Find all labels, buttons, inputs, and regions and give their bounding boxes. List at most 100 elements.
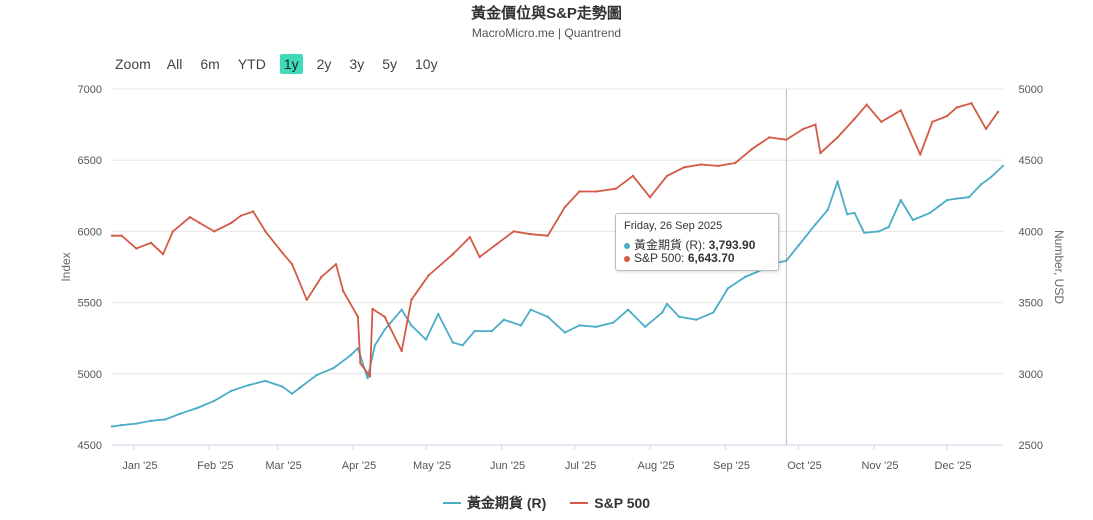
data-point-gold: [546, 315, 549, 318]
y-left-tick-label: 5500: [78, 298, 102, 310]
data-point-gold: [695, 318, 698, 321]
x-tick-label: Jun '25: [490, 460, 525, 472]
data-point-gold: [612, 321, 615, 324]
data-point-sp500: [512, 230, 515, 233]
data-point-gold: [519, 324, 523, 327]
range-button-all[interactable]: All: [166, 56, 183, 72]
range-button-10y[interactable]: 10y: [415, 56, 438, 72]
data-point-gold: [356, 347, 360, 350]
data-point-sp500: [230, 221, 233, 225]
x-tick-label: Jul '25: [565, 460, 596, 472]
range-button-6m[interactable]: 6m: [200, 56, 220, 72]
data-point-sp500: [135, 247, 138, 250]
data-point-sp500: [264, 230, 267, 233]
legend-sp500-swatch: [570, 502, 589, 504]
data-point-sp500: [239, 214, 243, 217]
data-point-sp500: [665, 174, 669, 178]
x-tick-label: Jan '25: [122, 460, 157, 472]
data-point-sp500: [931, 120, 934, 124]
data-point-gold: [247, 384, 250, 387]
x-tick-label: Mar '25: [265, 460, 301, 472]
range-button-3y[interactable]: 3y: [349, 56, 365, 72]
y-left-axis-title: Index: [59, 252, 73, 281]
data-point-sp500: [563, 206, 566, 209]
data-point-gold: [373, 344, 377, 347]
data-point-sp500: [785, 138, 788, 141]
data-point-gold: [349, 354, 352, 357]
data-point-gold: [473, 329, 476, 333]
data-point-sp500: [468, 235, 472, 239]
y-left-tick-label: 6500: [78, 155, 102, 167]
data-point-gold: [595, 325, 598, 328]
data-point-gold: [826, 208, 829, 212]
data-point-sp500: [495, 243, 498, 246]
data-point-gold: [281, 385, 284, 388]
data-point-sp500: [400, 349, 403, 353]
data-point-sp500: [320, 275, 323, 279]
data-point-sp500: [356, 315, 360, 318]
data-point-gold: [989, 176, 992, 179]
data-point-sp500: [546, 234, 549, 237]
data-point-sp500: [410, 298, 413, 301]
legend-item-sp500[interactable]: S&P 500: [570, 493, 650, 513]
legend-item-gold[interactable]: 黃金期貨 (R): [442, 493, 547, 513]
data-point-gold: [196, 406, 199, 410]
data-point-gold: [945, 198, 949, 202]
data-point-sp500: [648, 196, 652, 199]
data-point-gold: [797, 244, 800, 247]
data-point-gold: [665, 302, 669, 306]
data-point-gold: [383, 328, 386, 331]
data-point-gold: [967, 196, 971, 199]
data-point-sp500: [734, 161, 737, 165]
data-point-sp500: [198, 221, 201, 225]
chart-subtitle: MacroMicro.me | Quantrend: [471, 26, 622, 40]
x-tick-label: Apr '25: [342, 460, 377, 472]
data-point-gold: [899, 198, 902, 202]
tooltip-gold-value: 3,793.90: [708, 238, 756, 252]
y-left-tick-label: 7000: [78, 84, 102, 96]
x-tick-label: Sep '25: [713, 460, 750, 472]
data-point-gold: [461, 344, 464, 347]
range-button-ytd[interactable]: YTD: [237, 56, 266, 72]
data-point-gold: [290, 392, 294, 395]
data-point-gold: [911, 218, 915, 222]
range-selector: Zoom All 6m YTD 1y 2y 3y 5y 10y: [115, 54, 452, 74]
data-point-sp500: [814, 123, 817, 126]
data-point-sp500: [171, 230, 175, 233]
data-point-gold: [230, 389, 233, 393]
data-point-sp500: [451, 253, 454, 256]
tooltip-gold-label: 黃金期貨 (R):: [634, 238, 706, 252]
chart-title: 黃金價位與S&P走勢圖: [471, 5, 622, 22]
data-point-gold: [179, 412, 182, 415]
chart-tooltip: Friday, 26 Sep 2025 黃金期貨 (R): 3,793.90 S…: [615, 213, 779, 271]
data-point-sp500: [614, 187, 618, 190]
data-point-sp500: [188, 216, 192, 219]
data-point-sp500: [699, 163, 703, 166]
y-left-tick-label: 4500: [78, 440, 102, 452]
data-point-gold: [264, 379, 267, 383]
range-button-2y[interactable]: 2y: [316, 56, 332, 72]
data-point-gold: [661, 311, 664, 314]
data-point-sp500: [631, 174, 635, 178]
data-point-sp500: [751, 147, 754, 150]
legend-gold-label: 黃金期貨 (R): [466, 495, 547, 511]
data-point-sp500: [984, 127, 988, 131]
range-button-1y[interactable]: 1y: [279, 54, 303, 74]
x-tick-label: Dec '25: [935, 460, 972, 472]
data-point-sp500: [478, 255, 481, 259]
data-point-gold: [643, 325, 647, 328]
data-point-sp500: [853, 117, 856, 121]
tooltip-sp500-label: S&P 500:: [634, 251, 685, 265]
data-point-gold: [400, 308, 403, 311]
data-point-sp500: [383, 315, 386, 318]
x-tick-label: May '25: [413, 460, 451, 472]
y-left-tick-label: 6000: [78, 226, 102, 238]
data-point-sp500: [305, 298, 308, 301]
data-point-gold: [424, 338, 428, 341]
data-point-gold: [110, 425, 114, 428]
data-point-sp500: [802, 127, 805, 131]
data-point-sp500: [110, 234, 114, 237]
data-point-sp500: [281, 251, 284, 254]
range-button-5y[interactable]: 5y: [382, 56, 397, 72]
